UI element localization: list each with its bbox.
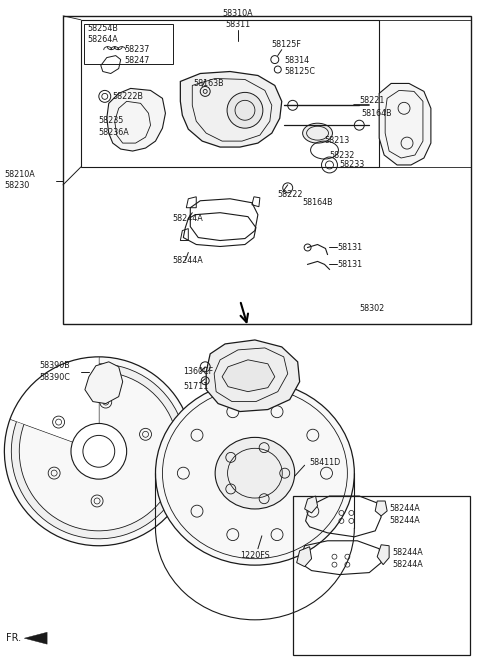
Text: 58311: 58311: [226, 21, 251, 29]
Bar: [81, 20, 379, 167]
Text: 58244A: 58244A: [392, 560, 423, 569]
Text: 58302: 58302: [360, 304, 385, 312]
Text: 58163B: 58163B: [193, 79, 224, 88]
Text: 1360CF: 1360CF: [183, 367, 214, 376]
Text: 58237: 58237: [125, 45, 150, 54]
Text: 58244A: 58244A: [389, 516, 420, 526]
Text: 58230: 58230: [4, 181, 30, 191]
Circle shape: [71, 424, 127, 479]
Text: 1220FS: 1220FS: [240, 551, 270, 560]
Text: 58221: 58221: [360, 96, 384, 105]
Text: 58232: 58232: [329, 150, 355, 160]
Polygon shape: [24, 632, 47, 644]
Polygon shape: [107, 89, 166, 151]
Polygon shape: [222, 360, 275, 392]
Text: 58125C: 58125C: [285, 67, 316, 76]
Text: 58131: 58131: [337, 243, 362, 252]
Text: 58411D: 58411D: [310, 457, 341, 467]
Text: 58247: 58247: [125, 56, 150, 65]
Ellipse shape: [302, 123, 333, 143]
Text: 58264A: 58264A: [87, 35, 118, 44]
Wedge shape: [10, 357, 99, 451]
Polygon shape: [377, 545, 389, 565]
Text: 58164B: 58164B: [361, 109, 392, 118]
Text: 58390C: 58390C: [39, 373, 70, 382]
Text: 51711: 51711: [183, 382, 209, 391]
Bar: [84, 24, 173, 64]
Text: 58164B: 58164B: [302, 198, 333, 207]
Text: 58254B: 58254B: [87, 24, 118, 33]
Text: 58210A: 58210A: [4, 170, 35, 179]
Circle shape: [227, 93, 263, 128]
Text: 58390B: 58390B: [39, 361, 70, 370]
Text: 58233: 58233: [339, 160, 365, 169]
Polygon shape: [206, 340, 300, 412]
Bar: [293, 496, 469, 655]
Text: 58244A: 58244A: [172, 214, 203, 223]
Ellipse shape: [215, 438, 295, 509]
Polygon shape: [379, 83, 431, 165]
Text: 58310A: 58310A: [223, 9, 253, 19]
Text: 58236A: 58236A: [99, 128, 130, 136]
Text: 58244A: 58244A: [172, 256, 203, 265]
Text: 58222: 58222: [278, 190, 303, 199]
Text: 58235: 58235: [99, 116, 124, 124]
Text: 58125F: 58125F: [272, 40, 302, 49]
Wedge shape: [4, 357, 193, 545]
Text: FR.: FR.: [6, 634, 22, 643]
Text: 58222B: 58222B: [113, 92, 144, 101]
Text: 58244A: 58244A: [389, 504, 420, 514]
Bar: [63, 16, 471, 324]
Text: 58131: 58131: [337, 260, 362, 269]
Text: 58213: 58213: [324, 136, 350, 144]
Polygon shape: [297, 547, 312, 567]
Wedge shape: [12, 364, 186, 539]
Polygon shape: [85, 362, 123, 404]
Text: 58314: 58314: [285, 56, 310, 65]
Ellipse shape: [156, 381, 354, 565]
Polygon shape: [180, 71, 282, 147]
Text: 58244A: 58244A: [392, 548, 423, 557]
Polygon shape: [375, 501, 387, 516]
Polygon shape: [305, 496, 318, 513]
